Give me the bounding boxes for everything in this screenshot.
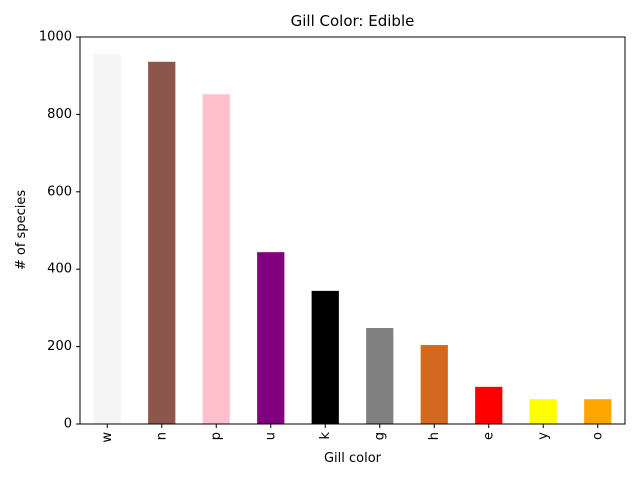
bar-o bbox=[584, 399, 612, 424]
x-tick-label-g: g bbox=[372, 432, 387, 440]
plot-frame bbox=[79, 36, 626, 425]
bar-y bbox=[529, 399, 557, 424]
x-tick-label-e: e bbox=[481, 432, 496, 440]
bar-h bbox=[420, 345, 448, 424]
bar-n bbox=[148, 61, 176, 424]
x-axis-label: Gill color bbox=[324, 451, 382, 466]
x-tick-label-h: h bbox=[427, 432, 442, 440]
bar-g bbox=[366, 328, 394, 424]
y-tick-label-0: 0 bbox=[64, 417, 72, 432]
x-tick-label-k: k bbox=[318, 432, 333, 440]
x-tick-label-y: y bbox=[536, 432, 551, 440]
bar-p bbox=[202, 94, 230, 424]
x-tick-label-n: n bbox=[154, 432, 169, 440]
bar-e bbox=[475, 386, 503, 424]
bars-group bbox=[93, 54, 612, 424]
y-tick-label-400: 400 bbox=[47, 262, 72, 277]
y-tick-label-800: 800 bbox=[47, 107, 72, 122]
bar-k bbox=[311, 290, 339, 424]
chart-title: Gill Color: Edible bbox=[291, 12, 415, 30]
y-axis-label: # of species bbox=[14, 190, 29, 270]
x-tick-label-p: p bbox=[209, 432, 224, 440]
y-axis-ticks: 0 200 400 600 800 1000 bbox=[39, 30, 80, 432]
bar-u bbox=[257, 252, 285, 424]
y-tick-label-600: 600 bbox=[47, 184, 72, 199]
x-tick-label-o: o bbox=[590, 432, 605, 440]
x-tick-label-w: w bbox=[100, 432, 115, 443]
y-tick-label-200: 200 bbox=[47, 339, 72, 354]
x-tick-label-u: u bbox=[263, 432, 278, 440]
bar-w bbox=[93, 54, 121, 424]
y-tick-label-1000: 1000 bbox=[39, 30, 72, 45]
